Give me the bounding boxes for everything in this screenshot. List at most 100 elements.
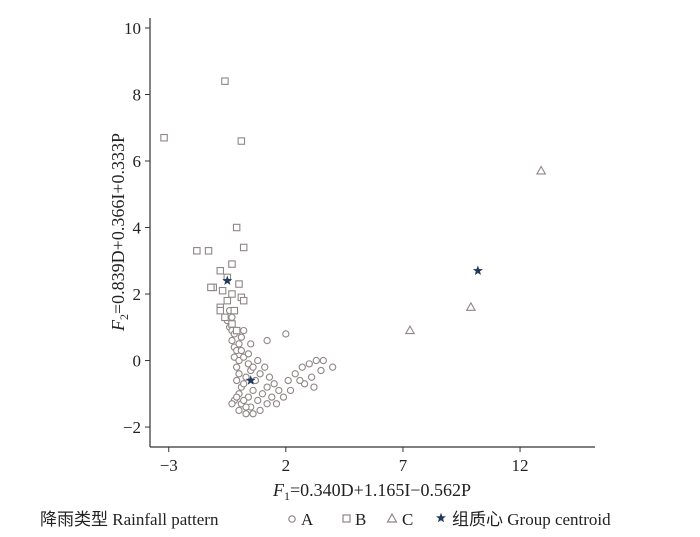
y-axis-label: F2=0.839D+0.366I+0.333P [108, 133, 131, 332]
point-a [305, 360, 313, 368]
legend-label-c: C [402, 510, 413, 529]
x-axis-label: F1=0.340D+1.165I−0.562P [272, 480, 471, 503]
x-tick-label: 2 [282, 456, 291, 475]
point-a [235, 406, 243, 415]
point-a [272, 400, 281, 408]
y-tick-label: 2 [133, 285, 142, 304]
point-a [228, 313, 236, 321]
legend-triangle-icon [386, 512, 398, 523]
legend-label-centroid: 组质心 Group centroid [452, 510, 611, 529]
point-a [256, 406, 264, 415]
point-b [216, 306, 225, 315]
point-a [240, 396, 248, 405]
point-a [279, 393, 288, 401]
point-a [286, 386, 295, 395]
ticks: −3 2 7 12 −2 0 2 4 6 8 10 [123, 19, 529, 475]
point-a [307, 373, 316, 381]
point-a [228, 336, 236, 345]
point-b [228, 290, 236, 298]
point-a [270, 380, 278, 388]
point-b [221, 77, 229, 85]
point-b [237, 137, 246, 145]
y-tick-label: 6 [133, 152, 142, 171]
legend-square-icon [342, 514, 351, 523]
point-b [239, 243, 248, 252]
point-a [254, 396, 262, 405]
y-label-rest: =0.839D+0.366I+0.333P [108, 133, 128, 314]
point-a [254, 356, 262, 365]
point-b [232, 326, 241, 335]
point-a [247, 340, 255, 348]
point-a [263, 383, 271, 391]
point-a [249, 363, 257, 371]
y-label-f: F [108, 319, 128, 332]
legend-label-b: B [355, 510, 366, 529]
point-c [465, 301, 477, 311]
point-a [310, 383, 318, 391]
point-a [263, 336, 271, 345]
point-a [242, 410, 250, 418]
centroid-star [245, 375, 256, 385]
x-tick-label: 12 [512, 456, 529, 475]
point-a [261, 363, 269, 371]
y-tick-label: 10 [124, 19, 141, 38]
point-a [233, 393, 241, 401]
point-b [160, 133, 168, 142]
point-a [275, 386, 283, 395]
point-a [240, 326, 248, 335]
point-a [319, 356, 327, 365]
point-a [240, 380, 248, 388]
x-label-sub: 1 [284, 489, 290, 503]
point-a [312, 356, 320, 365]
point-a [235, 370, 243, 378]
point-b [239, 296, 248, 305]
data-points [160, 77, 547, 418]
point-b [204, 247, 213, 255]
point-b [207, 283, 215, 292]
point-a [258, 390, 267, 398]
x-label-rest: =0.340D+1.165I−0.562P [290, 480, 471, 500]
point-a [284, 376, 292, 385]
point-b [223, 296, 232, 305]
point-b [193, 247, 201, 255]
point-b [216, 266, 225, 275]
point-c [535, 165, 547, 175]
x-label-f: F [272, 480, 285, 500]
point-a [244, 350, 253, 358]
point-a [235, 340, 243, 348]
point-a [282, 330, 290, 338]
point-b [228, 320, 236, 328]
point-a [228, 400, 236, 408]
point-b [232, 223, 241, 232]
point-a [296, 376, 304, 385]
legend-label-a: A [301, 510, 314, 529]
point-a [263, 400, 271, 408]
y-tick-label: −2 [123, 418, 141, 437]
point-a [329, 363, 337, 371]
point-a [237, 346, 245, 355]
x-tick-label: 7 [399, 456, 408, 475]
point-b [228, 260, 236, 268]
y-tick-label: 0 [133, 352, 142, 371]
point-a [237, 333, 245, 341]
point-a [291, 370, 299, 378]
point-b [221, 313, 229, 322]
legend: 降雨类型 Rainfall pattern A B C 组质心 Group ce… [40, 510, 611, 529]
point-a [233, 376, 241, 385]
point-b [235, 280, 243, 288]
point-a [265, 373, 274, 381]
centroid-star [472, 265, 483, 275]
point-a [249, 386, 257, 395]
legend-circle-icon [288, 515, 296, 523]
legend-star-icon [436, 512, 446, 523]
legend-title: 降雨类型 Rainfall pattern [40, 510, 219, 529]
point-a [242, 373, 250, 381]
point-a [242, 403, 250, 411]
point-a [256, 370, 264, 378]
point-a [249, 410, 257, 418]
point-a [298, 363, 306, 371]
point-b [230, 306, 239, 315]
axes [149, 18, 595, 448]
point-a [233, 363, 241, 371]
